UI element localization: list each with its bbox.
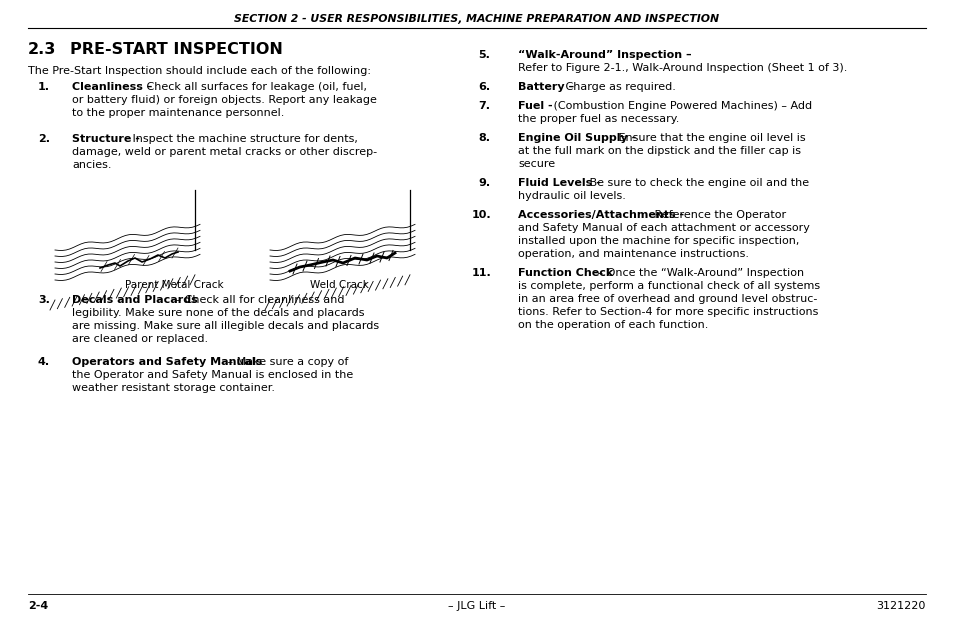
Text: Accessories/Attachments -: Accessories/Attachments - — [517, 210, 683, 220]
Text: – Once the “Walk-Around” Inspection: – Once the “Walk-Around” Inspection — [594, 268, 803, 278]
Text: Inspect the machine structure for dents,: Inspect the machine structure for dents, — [129, 134, 357, 144]
Text: damage, weld or parent metal cracks or other discrep-: damage, weld or parent metal cracks or o… — [71, 147, 376, 157]
Text: and Safety Manual of each attachment or accessory: and Safety Manual of each attachment or … — [517, 223, 809, 233]
Text: installed upon the machine for specific inspection,: installed upon the machine for specific … — [517, 236, 799, 246]
Text: 2.: 2. — [38, 134, 50, 144]
Text: – Make sure a copy of: – Make sure a copy of — [224, 357, 348, 367]
Text: Be sure to check the engine oil and the: Be sure to check the engine oil and the — [585, 178, 808, 188]
Text: ancies.: ancies. — [71, 160, 112, 170]
Text: 11.: 11. — [472, 268, 491, 278]
Text: (Combustion Engine Powered Machines) – Add: (Combustion Engine Powered Machines) – A… — [550, 101, 811, 111]
Text: Fuel -: Fuel - — [517, 101, 552, 111]
Text: Cleanliness –: Cleanliness – — [71, 82, 152, 92]
Text: 6.: 6. — [477, 82, 490, 92]
Text: Charge as required.: Charge as required. — [561, 82, 675, 92]
Text: SECTION 2 - USER RESPONSIBILITIES, MACHINE PREPARATION AND INSPECTION: SECTION 2 - USER RESPONSIBILITIES, MACHI… — [234, 14, 719, 24]
Text: secure: secure — [517, 159, 555, 169]
Text: Operators and Safety Manuals: Operators and Safety Manuals — [71, 357, 262, 367]
Text: 9.: 9. — [477, 178, 490, 188]
Text: 7.: 7. — [477, 101, 490, 111]
Text: 2.3: 2.3 — [28, 42, 56, 57]
Text: the Operator and Safety Manual is enclosed in the: the Operator and Safety Manual is enclos… — [71, 370, 353, 380]
Text: Weld Crack: Weld Crack — [310, 280, 369, 290]
Text: 4.: 4. — [38, 357, 51, 367]
Text: 8.: 8. — [477, 133, 490, 143]
Text: Ensure that the engine oil level is: Ensure that the engine oil level is — [615, 133, 804, 143]
Text: tions. Refer to Section-4 for more specific instructions: tions. Refer to Section-4 for more speci… — [517, 307, 818, 317]
Text: to the proper maintenance personnel.: to the proper maintenance personnel. — [71, 108, 284, 118]
Text: Check all surfaces for leakage (oil, fuel,: Check all surfaces for leakage (oil, fue… — [143, 82, 367, 92]
Text: Function Check: Function Check — [517, 268, 613, 278]
Text: Reference the Operator: Reference the Operator — [650, 210, 785, 220]
Text: – JLG Lift –: – JLG Lift – — [448, 601, 505, 611]
Text: in an area free of overhead and ground level obstruc-: in an area free of overhead and ground l… — [517, 294, 817, 304]
Text: – Check all for cleanliness and: – Check all for cleanliness and — [172, 295, 344, 305]
Text: weather resistant storage container.: weather resistant storage container. — [71, 383, 274, 393]
Text: Decals and Placards: Decals and Placards — [71, 295, 197, 305]
Text: Battery –: Battery – — [517, 82, 574, 92]
Text: is complete, perform a functional check of all systems: is complete, perform a functional check … — [517, 281, 820, 291]
Text: “Walk-Around” Inspection –: “Walk-Around” Inspection – — [517, 50, 691, 60]
Text: 5.: 5. — [477, 50, 489, 60]
Text: 2-4: 2-4 — [28, 601, 49, 611]
Text: 3121220: 3121220 — [876, 601, 925, 611]
Text: or battery fluid) or foreign objects. Report any leakage: or battery fluid) or foreign objects. Re… — [71, 95, 376, 105]
Text: on the operation of each function.: on the operation of each function. — [517, 320, 708, 330]
Text: Refer to Figure 2-1., Walk-Around Inspection (Sheet 1 of 3).: Refer to Figure 2-1., Walk-Around Inspec… — [517, 63, 846, 73]
Text: operation, and maintenance instructions.: operation, and maintenance instructions. — [517, 249, 748, 259]
Text: Parent Metal Crack: Parent Metal Crack — [125, 280, 223, 290]
Text: hydraulic oil levels.: hydraulic oil levels. — [517, 191, 625, 201]
Text: legibility. Make sure none of the decals and placards: legibility. Make sure none of the decals… — [71, 308, 364, 318]
Text: The Pre-Start Inspection should include each of the following:: The Pre-Start Inspection should include … — [28, 66, 371, 76]
Text: Fluid Levels -: Fluid Levels - — [517, 178, 600, 188]
Text: PRE-START INSPECTION: PRE-START INSPECTION — [70, 42, 283, 57]
Text: 1.: 1. — [38, 82, 50, 92]
Text: Structure -: Structure - — [71, 134, 140, 144]
Text: at the full mark on the dipstick and the filler cap is: at the full mark on the dipstick and the… — [517, 146, 801, 156]
Text: are missing. Make sure all illegible decals and placards: are missing. Make sure all illegible dec… — [71, 321, 378, 331]
Text: 3.: 3. — [38, 295, 50, 305]
Text: are cleaned or replaced.: are cleaned or replaced. — [71, 334, 208, 344]
Text: 10.: 10. — [472, 210, 491, 220]
Text: the proper fuel as necessary.: the proper fuel as necessary. — [517, 114, 679, 124]
Text: Engine Oil Supply -: Engine Oil Supply - — [517, 133, 636, 143]
